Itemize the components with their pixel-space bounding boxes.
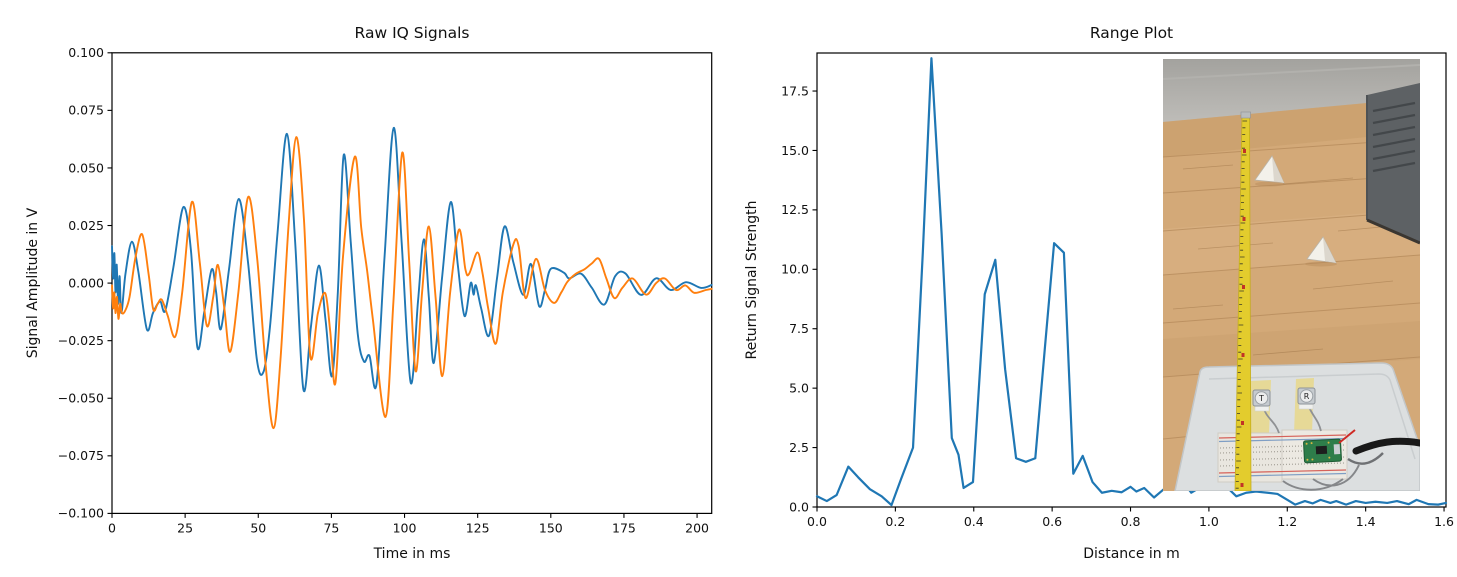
y-tick-label: −0.050 (58, 391, 104, 406)
range-plot-ylabel: Return Signal Strength (744, 200, 760, 360)
y-tick-label: 17.5 (781, 83, 809, 98)
y-tick-label: 10.0 (781, 262, 809, 277)
x-tick-label: 150 (539, 520, 563, 535)
range-plot-title: Range Plot (1089, 24, 1174, 42)
y-tick-label: 12.5 (781, 202, 809, 217)
x-tick-label: 0.8 (1121, 514, 1141, 529)
x-tick-label: 125 (466, 520, 490, 535)
x-tick-label: 75 (323, 520, 339, 535)
x-tick-label: 1.4 (1356, 514, 1376, 529)
wood-band (1163, 103, 1367, 157)
raw-iq-ylabel: Signal Amplitude in V (25, 207, 41, 359)
x-tick-label: 1.0 (1199, 514, 1219, 529)
inset-photo: T R (1163, 59, 1420, 491)
measuring-ruler (1234, 111, 1252, 491)
x-tick-label: 0 (108, 520, 116, 535)
ceiling-edge (1163, 64, 1420, 80)
corner-reflector-near (1305, 236, 1337, 267)
y-tick-label: −0.075 (58, 448, 104, 463)
transducer-receive: R (1297, 387, 1316, 410)
instrument-vents (1372, 101, 1416, 173)
y-tick-label: 15.0 (781, 143, 809, 158)
transducer-transmit: T (1252, 389, 1271, 412)
ruler-marks (1240, 149, 1246, 487)
tray-lip (1208, 373, 1416, 460)
x-tick-label: 200 (685, 520, 709, 535)
y-tick-label: 2.5 (789, 440, 809, 455)
x-tick-label: 1.2 (1277, 514, 1297, 529)
x-tick-label: 175 (612, 520, 636, 535)
y-tick-label: −0.025 (58, 333, 104, 348)
black-cable (1352, 437, 1420, 455)
x-tick-label: 0.6 (1042, 514, 1062, 529)
y-tick-label: 0.100 (68, 45, 104, 60)
table-back-edge (1366, 218, 1420, 245)
y-tick-label: 5.0 (789, 380, 809, 395)
y-tick-label: 7.5 (789, 321, 809, 336)
series-I (111, 126, 713, 393)
y-tick-label: −0.100 (58, 506, 104, 521)
raw-iq-xlabel: Time in ms (373, 546, 451, 562)
series-return signal strength (815, 57, 1448, 507)
axes-frame (816, 52, 1447, 508)
x-tick-label: 100 (393, 520, 417, 535)
x-tick-label: 1.6 (1434, 514, 1454, 529)
x-tick-label: 0.4 (964, 514, 984, 529)
series-Q (111, 136, 713, 430)
y-tick-label: 0.025 (68, 218, 104, 233)
microcontroller-board (1303, 438, 1342, 464)
range-plot-xlabel: Distance in m (1083, 546, 1180, 562)
x-tick-label: 0.0 (807, 514, 827, 529)
y-tick-label: 0.050 (68, 160, 104, 175)
y-tick-label: 0.075 (68, 103, 104, 118)
x-tick-label: 0.2 (885, 514, 905, 529)
x-tick-label: 50 (250, 520, 266, 535)
instrument-chassis (1367, 83, 1420, 243)
y-tick-label: 0.000 (68, 275, 104, 290)
transmit-label: T (1258, 394, 1264, 403)
raw-iq-title: Raw IQ Signals (354, 24, 470, 42)
receive-label: R (1304, 392, 1310, 401)
x-tick-label: 25 (177, 520, 193, 535)
y-tick-label: 0.0 (789, 499, 809, 514)
corner-reflector-far (1254, 155, 1285, 187)
